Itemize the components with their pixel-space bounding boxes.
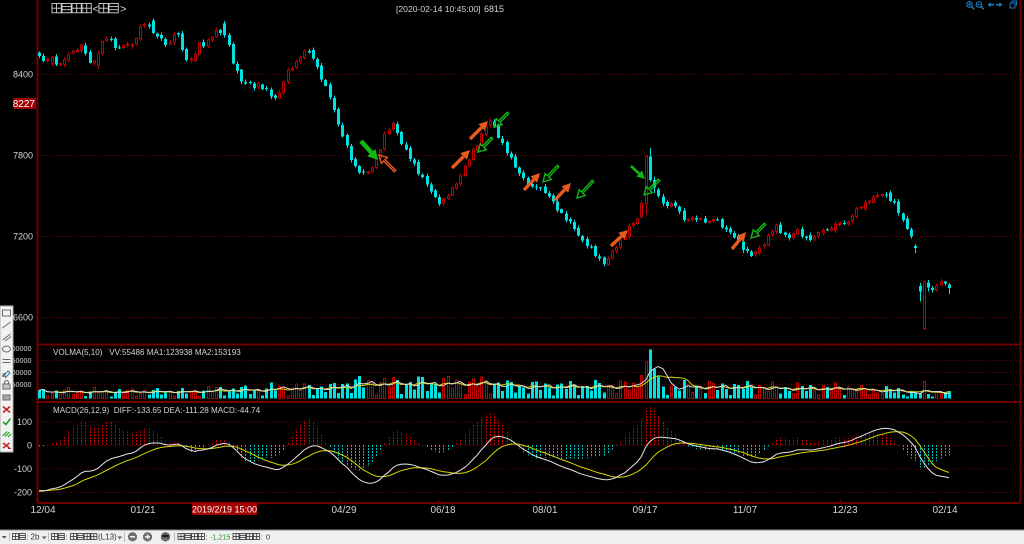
svg-text:6815: 6815 (484, 4, 504, 14)
svg-text:0: 0 (27, 441, 32, 451)
svg-text:-100: -100 (14, 464, 32, 474)
svg-text:150000: 150000 (8, 356, 32, 365)
svg-text:MACD(26,12,9) DIFF:-133.65 DE: MACD(26,12,9) DIFF:-133.65 DEA:-111.28 M… (53, 406, 261, 415)
svg-text:(L13): (L13) (98, 533, 117, 542)
svg-text:200000: 200000 (8, 344, 32, 353)
svg-text:06/18: 06/18 (430, 505, 455, 516)
svg-text:2019/2/19 15:00: 2019/2/19 15:00 (192, 505, 257, 515)
svg-text::: : (206, 533, 208, 542)
svg-text:<: < (93, 4, 99, 16)
svg-text:0: 0 (266, 533, 270, 542)
svg-text:>: > (120, 4, 126, 16)
svg-text:02/14: 02/14 (932, 505, 957, 516)
svg-text:6600: 6600 (13, 313, 33, 323)
svg-text:01/21: 01/21 (130, 505, 155, 516)
svg-text::: : (27, 533, 29, 542)
svg-text:-1,215: -1,215 (210, 533, 230, 542)
svg-text:VOLMA(5,10) VV:55486 MA1:123: VOLMA(5,10) VV:55486 MA1:123938 MA2:1531… (53, 348, 241, 357)
svg-text:-200: -200 (14, 488, 32, 498)
svg-text:[2020-02-14 10:45:00]: [2020-02-14 10:45:00] (396, 4, 481, 14)
svg-text:50000: 50000 (12, 380, 32, 389)
svg-text:04/29: 04/29 (331, 505, 356, 516)
svg-text:12/04: 12/04 (30, 505, 55, 516)
svg-text:100000: 100000 (8, 368, 32, 377)
svg-text:2b: 2b (31, 533, 40, 542)
svg-text:100: 100 (17, 417, 32, 427)
svg-text:7200: 7200 (13, 232, 33, 242)
svg-text:8227: 8227 (13, 99, 36, 110)
svg-text::: : (261, 533, 263, 542)
svg-text:a: a (2, 372, 6, 379)
svg-text:08/01: 08/01 (532, 505, 557, 516)
svg-text:7800: 7800 (13, 151, 33, 161)
svg-text:12/23: 12/23 (832, 505, 857, 516)
svg-text:8400: 8400 (13, 70, 33, 80)
svg-text:09/17: 09/17 (632, 505, 657, 516)
svg-text::: : (66, 533, 68, 542)
svg-text:11/07: 11/07 (733, 505, 758, 516)
